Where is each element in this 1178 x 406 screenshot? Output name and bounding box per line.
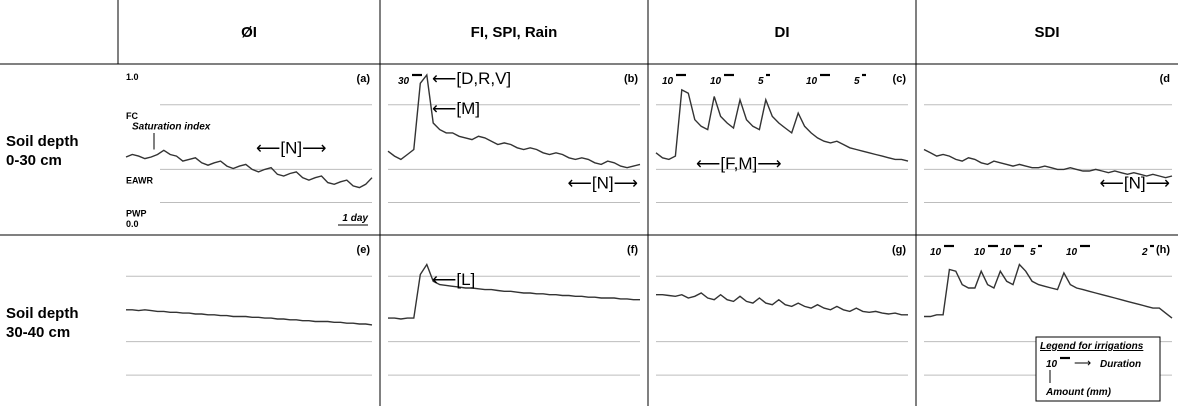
column-header-oi: ØI (241, 24, 257, 41)
annotation-b-0: ⟵[D,R,V] (432, 69, 511, 88)
irrigation-amount-h-1: 10 (974, 247, 986, 258)
column-header-fi-spi-rain: FI, SPI, Rain (471, 24, 558, 41)
irrigation-amount-h-3: 5 (1030, 247, 1036, 258)
irrigation-amount-c-4: 5 (854, 76, 860, 87)
column-header-di: DI (775, 24, 790, 41)
legend-duration-label: Duration (1100, 359, 1141, 370)
column-header-sdi: SDI (1034, 24, 1059, 41)
panel-label-g: (g) (892, 244, 906, 256)
level-label-eawr: EAWR (126, 175, 154, 185)
series-line-f (388, 262, 640, 320)
annotation-c-0: ⟵[F,M]⟶ (696, 154, 782, 173)
irrigation-amount-h-2: 10 (1000, 247, 1012, 258)
series-line-e (126, 309, 373, 326)
legend-duration-arrow: ⟶ (1074, 356, 1091, 370)
irrigation-amount-c-3: 10 (806, 76, 818, 87)
panel-label-a: (a) (357, 73, 371, 85)
annotation-b-1: ⟵[M] (432, 99, 480, 118)
annotation-a-0: ⟵[N]⟶ (256, 139, 326, 158)
series-line-d (923, 148, 1173, 179)
panels: (a) ⟵[N]⟶ 1.0 0.0 FC EAWR PWP Saturation index 1… (125, 69, 1173, 402)
panel-label-b: (b) (624, 73, 638, 85)
irrigation-amount-c-0: 10 (662, 76, 674, 87)
irrigation-legend-box (1035, 336, 1161, 402)
irrigation-amount-h-0: 10 (930, 247, 942, 258)
series-line-c (655, 88, 909, 162)
annotation-d-0: ⟵[N]⟶ (1100, 174, 1170, 193)
legend-example-amount: 10 (1046, 359, 1058, 370)
annotation-f-0: ⟵[L] (432, 270, 475, 289)
series-line-a (125, 149, 373, 189)
irrigation-amount-c-2: 5 (758, 76, 764, 87)
level-label-fc: FC (126, 111, 138, 121)
legend-title: Legend for irrigations (1040, 341, 1144, 352)
irrigation-amount-h-5: 2 (1141, 247, 1148, 258)
legend-amount-label: Amount (mm) (1045, 387, 1112, 398)
panel-label-e: (e) (357, 244, 371, 256)
irrigation-amount-b-0: 30 (398, 76, 410, 87)
annotation-b-2: ⟵[N]⟶ (568, 174, 638, 193)
irrigation-amount-c-1: 10 (710, 76, 722, 87)
panel-label-h: (h) (1156, 244, 1170, 256)
scale-label-1-day: 1 day (342, 213, 368, 224)
row-label-0-30cm: Soil depth 0-30 cm (6, 133, 79, 169)
series-line-g (656, 292, 908, 316)
panel-label-f: (f) (627, 244, 638, 256)
panel-label-d: (d (1160, 73, 1170, 85)
level-bottom-label: 0.0 (126, 219, 139, 229)
row-label-30-40cm: Soil depth 30-40 cm (6, 305, 79, 341)
series-line-h (924, 263, 1173, 319)
irrigation-amount-h-4: 10 (1066, 247, 1078, 258)
panel-label-c: (c) (893, 73, 907, 85)
series-line-b (387, 73, 641, 169)
saturation-index-label: Saturation index (132, 122, 211, 133)
level-label-pwp: PWP (126, 209, 147, 219)
level-top-label: 1.0 (126, 72, 139, 82)
